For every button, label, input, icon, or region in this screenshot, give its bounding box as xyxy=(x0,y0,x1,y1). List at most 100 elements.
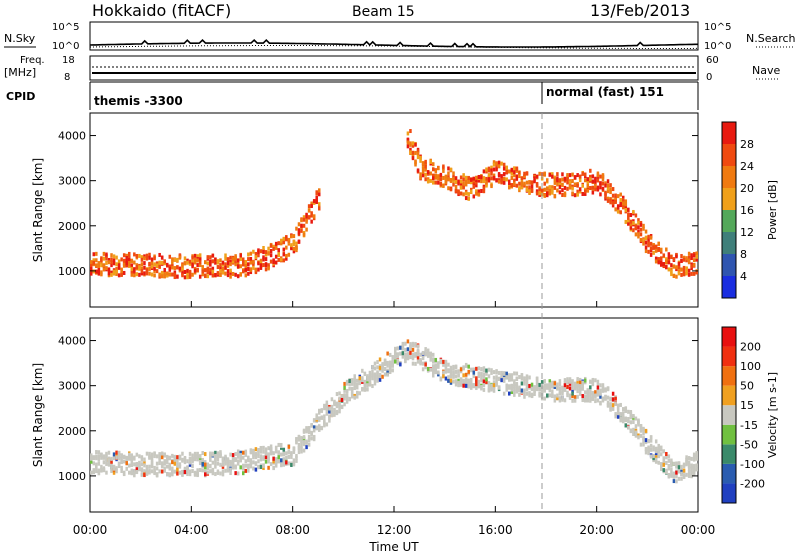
echo-cell xyxy=(391,368,394,373)
echo-cell xyxy=(584,172,587,177)
echo-cell xyxy=(209,271,212,276)
echo-cell xyxy=(467,369,470,374)
echo-cell xyxy=(563,185,567,190)
echo-cell xyxy=(513,166,516,171)
echo-cell xyxy=(257,253,260,258)
echo-cell xyxy=(107,271,111,276)
echo-cell xyxy=(563,381,567,386)
echo-cell xyxy=(338,401,341,406)
echo-cell xyxy=(282,240,286,245)
echo-cell xyxy=(122,454,126,459)
echo-cell xyxy=(596,388,600,393)
echo-cell xyxy=(242,463,245,468)
echo-cell xyxy=(155,466,159,471)
echo-cell xyxy=(462,365,465,370)
colorbar-swatch xyxy=(722,254,736,276)
echo-cell xyxy=(639,222,643,227)
echo-cell xyxy=(432,176,435,181)
echo-cell xyxy=(416,344,420,349)
echo-cell xyxy=(262,449,265,454)
echo-cell xyxy=(274,446,278,451)
echo-cell xyxy=(584,191,587,196)
echo-cell xyxy=(467,381,470,386)
echo-cell xyxy=(259,261,263,266)
echo-cell xyxy=(229,467,232,472)
echo-cell xyxy=(677,469,681,474)
echo-cell xyxy=(556,172,559,177)
echo-cell xyxy=(206,270,210,275)
echo-cell xyxy=(685,455,688,460)
echo-cell xyxy=(492,167,496,172)
echo-cell xyxy=(609,183,612,188)
echo-cell xyxy=(97,268,101,273)
echo-cell xyxy=(371,384,374,389)
echo-cell xyxy=(224,262,227,267)
echo-cell xyxy=(578,380,582,385)
echo-cell xyxy=(692,469,696,474)
echo-cell xyxy=(584,390,587,395)
echo-cell xyxy=(500,378,503,383)
echo-cell xyxy=(394,348,397,353)
echo-cell xyxy=(307,442,311,447)
echo-cell xyxy=(459,179,463,184)
echo-cell xyxy=(622,418,625,423)
echo-cell xyxy=(150,452,154,457)
echo-cell xyxy=(672,257,676,262)
echo-cell xyxy=(307,204,311,209)
echo-cell xyxy=(510,175,514,180)
echo-cell xyxy=(416,151,420,156)
echo-cell xyxy=(150,272,154,277)
echo-cell xyxy=(528,391,531,396)
echo-cell xyxy=(168,465,172,470)
echo-cell xyxy=(333,402,336,407)
echo-cell xyxy=(249,270,253,275)
echo-cell xyxy=(247,271,250,276)
echo-cell xyxy=(601,181,605,186)
echo-cell xyxy=(419,175,422,180)
echo-cell xyxy=(315,195,318,200)
echo-cell xyxy=(229,268,232,273)
echo-cell xyxy=(652,458,655,463)
echo-cell xyxy=(290,234,293,239)
echo-cell xyxy=(566,173,569,178)
echo-cell xyxy=(518,375,521,380)
echo-cell xyxy=(378,357,382,362)
echo-cell xyxy=(472,194,476,199)
echo-cell xyxy=(538,191,541,196)
echo-cell xyxy=(292,458,296,463)
echo-cell xyxy=(416,355,420,360)
echo-cell xyxy=(424,362,427,367)
echo-cell xyxy=(302,232,306,237)
echo-cell xyxy=(90,271,93,276)
echo-cell xyxy=(551,380,554,385)
echo-cell xyxy=(571,394,574,399)
echo-cell xyxy=(475,366,478,371)
echo-cell xyxy=(510,373,514,378)
echo-cell xyxy=(295,226,298,231)
echo-cell xyxy=(508,185,511,190)
echo-cell xyxy=(287,237,291,242)
echo-cell xyxy=(368,375,372,380)
echo-cell xyxy=(378,377,382,382)
echo-cell xyxy=(505,177,508,182)
echo-cell xyxy=(181,451,184,456)
echo-cell xyxy=(128,262,131,267)
y-tick-label: 3000 xyxy=(58,175,86,188)
echo-cell xyxy=(285,451,288,456)
echo-cell xyxy=(300,447,303,452)
echo-cell xyxy=(239,253,242,258)
echo-cell xyxy=(624,418,628,423)
echo-cell xyxy=(176,458,179,463)
echo-cell xyxy=(670,255,673,260)
echo-cell xyxy=(672,479,676,484)
echo-cell xyxy=(297,446,301,451)
echo-cell xyxy=(302,223,306,228)
echo-cell xyxy=(186,258,189,263)
echo-cell xyxy=(619,418,622,423)
echo-cell xyxy=(125,456,128,461)
echo-cell xyxy=(672,474,676,479)
echo-cell xyxy=(92,269,96,274)
echo-cell xyxy=(591,390,595,395)
echo-cell xyxy=(97,468,101,473)
